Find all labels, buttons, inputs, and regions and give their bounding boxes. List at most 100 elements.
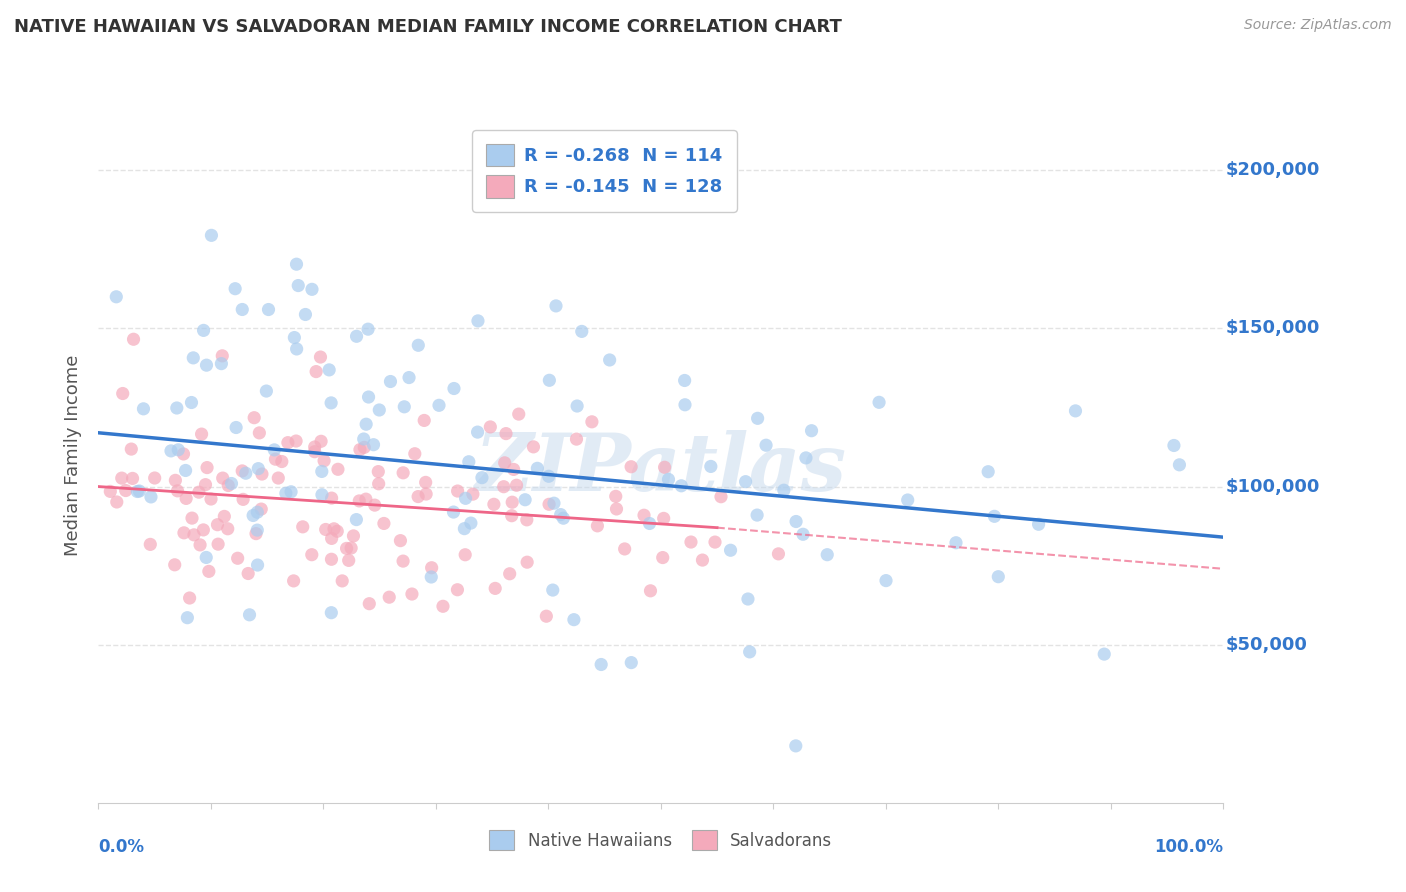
Point: [479, 420, 502, 434]
Point: [165, 474, 187, 488]
Point: [285, 257, 308, 271]
Point: [620, 656, 643, 670]
Text: $200,000: $200,000: [1226, 161, 1320, 179]
Point: [354, 492, 377, 507]
Point: [304, 440, 326, 454]
Point: [513, 492, 536, 507]
Point: [321, 491, 343, 505]
Point: [270, 454, 292, 468]
Point: [868, 395, 890, 409]
Point: [326, 524, 349, 539]
Point: [176, 610, 198, 624]
Point: [120, 442, 142, 456]
Point: [280, 484, 302, 499]
Point: [679, 535, 702, 549]
Point: [457, 455, 479, 469]
Point: [166, 483, 188, 498]
Point: [209, 357, 232, 371]
Point: [785, 739, 807, 753]
Text: $100,000: $100,000: [1226, 477, 1320, 496]
Point: [283, 574, 305, 588]
Point: [173, 525, 195, 540]
Point: [983, 509, 1005, 524]
Point: [163, 558, 186, 572]
Point: [671, 479, 693, 493]
Point: [291, 520, 314, 534]
Point: [143, 471, 166, 485]
Point: [773, 483, 796, 498]
Point: [1092, 647, 1115, 661]
Point: [586, 519, 609, 533]
Point: [516, 555, 538, 569]
Point: [357, 390, 380, 404]
Point: [453, 522, 475, 536]
Point: [443, 505, 465, 519]
Text: Source: ZipAtlas.com: Source: ZipAtlas.com: [1244, 18, 1392, 32]
Point: [599, 353, 621, 368]
Point: [406, 490, 429, 504]
Point: [794, 450, 817, 465]
Point: [505, 478, 527, 492]
Point: [538, 373, 561, 387]
Point: [467, 425, 489, 439]
Point: [432, 599, 454, 614]
Point: [121, 471, 143, 485]
Point: [368, 403, 391, 417]
Point: [105, 290, 128, 304]
Point: [501, 508, 523, 523]
Point: [264, 452, 287, 467]
Point: [304, 444, 326, 458]
Point: [354, 417, 377, 432]
Point: [815, 548, 838, 562]
Point: [537, 469, 560, 483]
Text: $50,000: $50,000: [1226, 636, 1308, 654]
Point: [945, 535, 967, 549]
Point: [700, 459, 723, 474]
Point: [346, 329, 368, 343]
Point: [315, 523, 337, 537]
Point: [755, 438, 778, 452]
Point: [605, 502, 627, 516]
Point: [246, 505, 269, 519]
Point: [378, 590, 401, 604]
Point: [544, 299, 567, 313]
Point: [651, 550, 673, 565]
Y-axis label: Median Family Income: Median Family Income: [65, 354, 83, 556]
Point: [173, 447, 195, 461]
Point: [321, 606, 343, 620]
Point: [311, 465, 333, 479]
Point: [392, 554, 415, 568]
Point: [326, 462, 349, 476]
Point: [704, 535, 727, 549]
Point: [565, 399, 588, 413]
Point: [1064, 404, 1087, 418]
Point: [501, 495, 523, 509]
Point: [301, 282, 323, 296]
Point: [330, 574, 353, 588]
Point: [187, 485, 209, 500]
Point: [254, 384, 277, 398]
Point: [283, 330, 305, 344]
Text: NATIVE HAWAIIAN VS SALVADORAN MEDIAN FAMILY INCOME CORRELATION CHART: NATIVE HAWAIIAN VS SALVADORAN MEDIAN FAM…: [14, 18, 842, 36]
Point: [247, 425, 270, 440]
Point: [277, 435, 299, 450]
Point: [413, 413, 436, 427]
Point: [987, 570, 1010, 584]
Point: [620, 459, 643, 474]
Point: [536, 609, 558, 624]
Point: [654, 460, 676, 475]
Point: [122, 332, 145, 346]
Point: [673, 398, 696, 412]
Point: [657, 472, 679, 486]
Point: [211, 349, 233, 363]
Point: [373, 516, 395, 531]
Point: [565, 432, 588, 446]
Point: [98, 484, 121, 499]
Point: [420, 560, 443, 574]
Point: [193, 323, 215, 337]
Point: [720, 543, 742, 558]
Point: [195, 460, 218, 475]
Point: [367, 465, 389, 479]
Point: [200, 491, 222, 506]
Point: [246, 523, 269, 537]
